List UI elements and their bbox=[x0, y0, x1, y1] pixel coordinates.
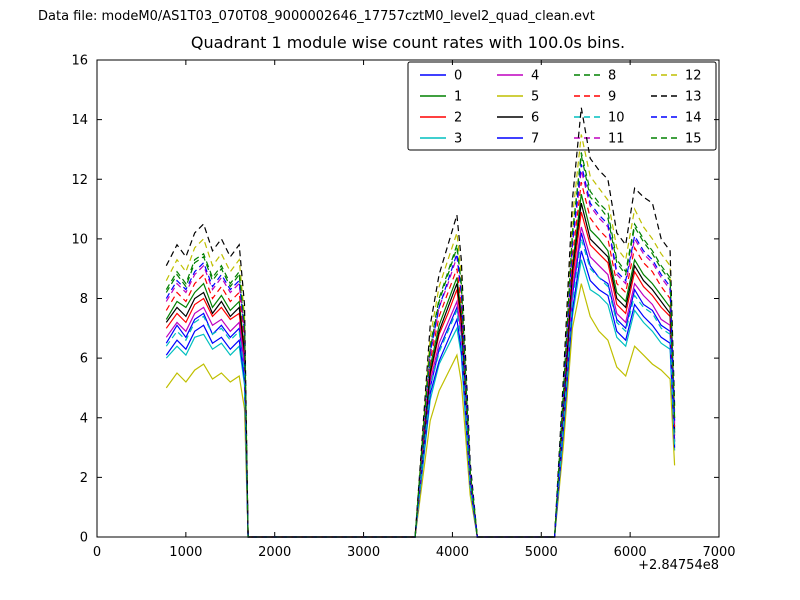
legend-item-label-11: 11 bbox=[608, 132, 625, 147]
series-line-6 bbox=[165, 202, 676, 538]
x-axis-offset-label: +2.84754e8 bbox=[638, 558, 719, 573]
legend-item-label-6: 6 bbox=[531, 111, 539, 126]
legend-item-label-4: 4 bbox=[531, 69, 539, 84]
y-tick-label: 10 bbox=[71, 232, 88, 247]
axes-frame bbox=[96, 59, 720, 538]
series-line-13 bbox=[165, 107, 676, 538]
legend-item-label-0: 0 bbox=[454, 69, 462, 84]
series-line-10 bbox=[165, 238, 676, 538]
data-file-label: Data file: modeM0/AS1T03_070T08_90000026… bbox=[38, 9, 595, 24]
legend-item-label-3: 3 bbox=[454, 132, 462, 147]
series-line-15 bbox=[165, 152, 676, 538]
y-tick-label: 2 bbox=[80, 471, 88, 486]
y-tick-label: 8 bbox=[80, 292, 88, 307]
x-tick-label: 0 bbox=[93, 545, 101, 560]
legend-box bbox=[407, 61, 717, 151]
y-tick-label: 6 bbox=[80, 352, 88, 367]
legend-item-label-5: 5 bbox=[531, 90, 539, 105]
legend-item-label-14: 14 bbox=[685, 111, 702, 126]
series-line-12 bbox=[165, 134, 676, 538]
series-line-4 bbox=[165, 226, 676, 538]
x-tick-label: 7000 bbox=[702, 545, 735, 560]
y-tick-label: 12 bbox=[71, 173, 88, 188]
series-line-14 bbox=[165, 164, 676, 538]
series-line-1 bbox=[165, 194, 676, 538]
x-tick-label: 1000 bbox=[169, 545, 202, 560]
legend-item-label-9: 9 bbox=[608, 90, 616, 105]
series-line-5 bbox=[165, 283, 676, 538]
x-tick-label: 3000 bbox=[347, 545, 380, 560]
y-tick-label: 0 bbox=[80, 531, 88, 546]
legend-item-label-7: 7 bbox=[531, 132, 539, 147]
legend-item-label-8: 8 bbox=[608, 69, 616, 84]
legend-item-label-2: 2 bbox=[454, 111, 462, 126]
legend-item-label-1: 1 bbox=[454, 90, 462, 105]
legend-item-label-13: 13 bbox=[685, 90, 702, 105]
y-tick-label: 4 bbox=[80, 411, 88, 426]
x-tick-label: 4000 bbox=[436, 545, 469, 560]
series-line-11 bbox=[165, 170, 676, 538]
legend-item-label-15: 15 bbox=[685, 132, 702, 147]
y-tick-label: 14 bbox=[71, 113, 88, 128]
legend-item-label-10: 10 bbox=[608, 111, 625, 126]
x-tick-label: 5000 bbox=[525, 545, 558, 560]
y-tick-label: 16 bbox=[71, 54, 88, 69]
series-line-9 bbox=[165, 182, 676, 538]
chart-title: Quadrant 1 module wise count rates with … bbox=[190, 33, 626, 52]
x-tick-label: 2000 bbox=[258, 545, 291, 560]
legend-item-label-12: 12 bbox=[685, 69, 702, 84]
x-tick-label: 6000 bbox=[614, 545, 647, 560]
